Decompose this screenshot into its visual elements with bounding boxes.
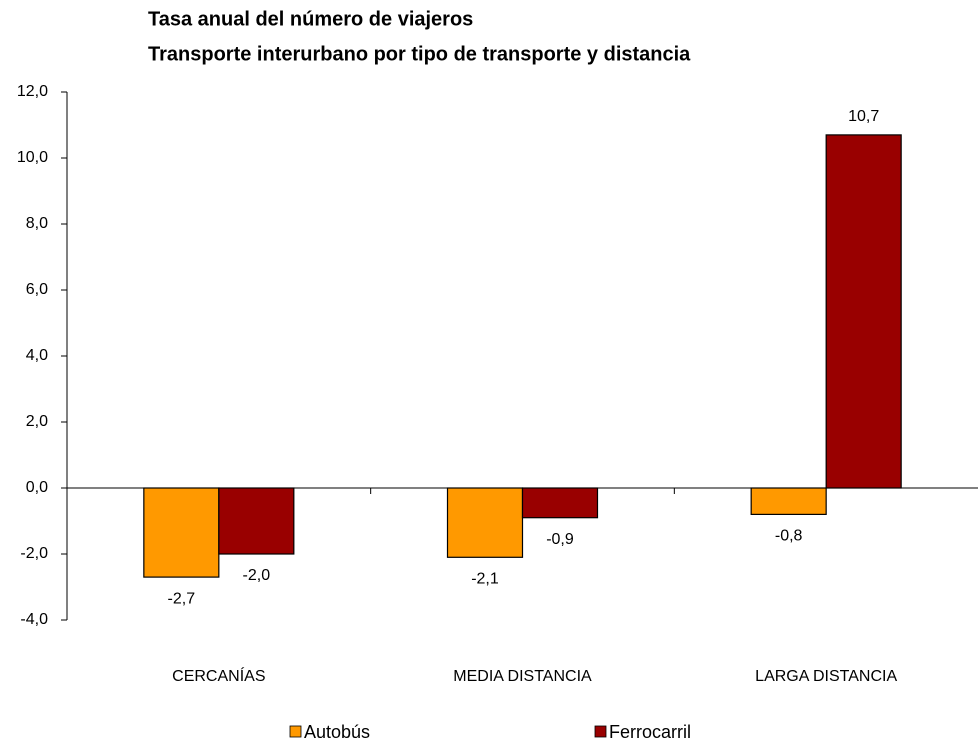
x-tick-label: CERCANÍAS: [172, 666, 265, 685]
value-label: -2,7: [168, 590, 196, 607]
x-tick-label: LARGA DISTANCIA: [755, 668, 897, 685]
chart-subtitle: Transporte interurbano por tipo de trans…: [148, 43, 691, 65]
y-tick-label: 6,0: [26, 281, 48, 298]
y-tick-label: -2,0: [20, 545, 48, 562]
y-tick-label: 0,0: [26, 479, 48, 496]
legend-swatch: [289, 725, 302, 738]
y-tick-label: 4,0: [26, 347, 48, 364]
value-label: -2,1: [471, 571, 499, 588]
value-label: -2,0: [243, 567, 271, 584]
value-label: -0,8: [775, 528, 803, 545]
legend-label: Autobús: [304, 722, 370, 742]
bar: [218, 487, 295, 555]
y-tick-label: 2,0: [26, 413, 48, 430]
bar: [521, 487, 599, 519]
legend-label: Ferrocarril: [609, 722, 691, 742]
bar: [446, 487, 524, 558]
value-label: 10,7: [848, 108, 879, 125]
bar: [825, 134, 902, 489]
bar: [143, 487, 220, 578]
x-tick-label: MEDIA DISTANCIA: [453, 668, 592, 685]
y-tick-label: 8,0: [26, 215, 48, 232]
y-tick-label: -4,0: [20, 611, 48, 628]
chart-title: Tasa anual del número de viajeros: [148, 8, 473, 30]
legend-swatch: [594, 725, 607, 738]
y-tick-label: 10,0: [17, 149, 48, 166]
value-label: -0,9: [546, 531, 574, 548]
bar: [750, 487, 827, 515]
y-tick-label: 12,0: [17, 83, 48, 100]
